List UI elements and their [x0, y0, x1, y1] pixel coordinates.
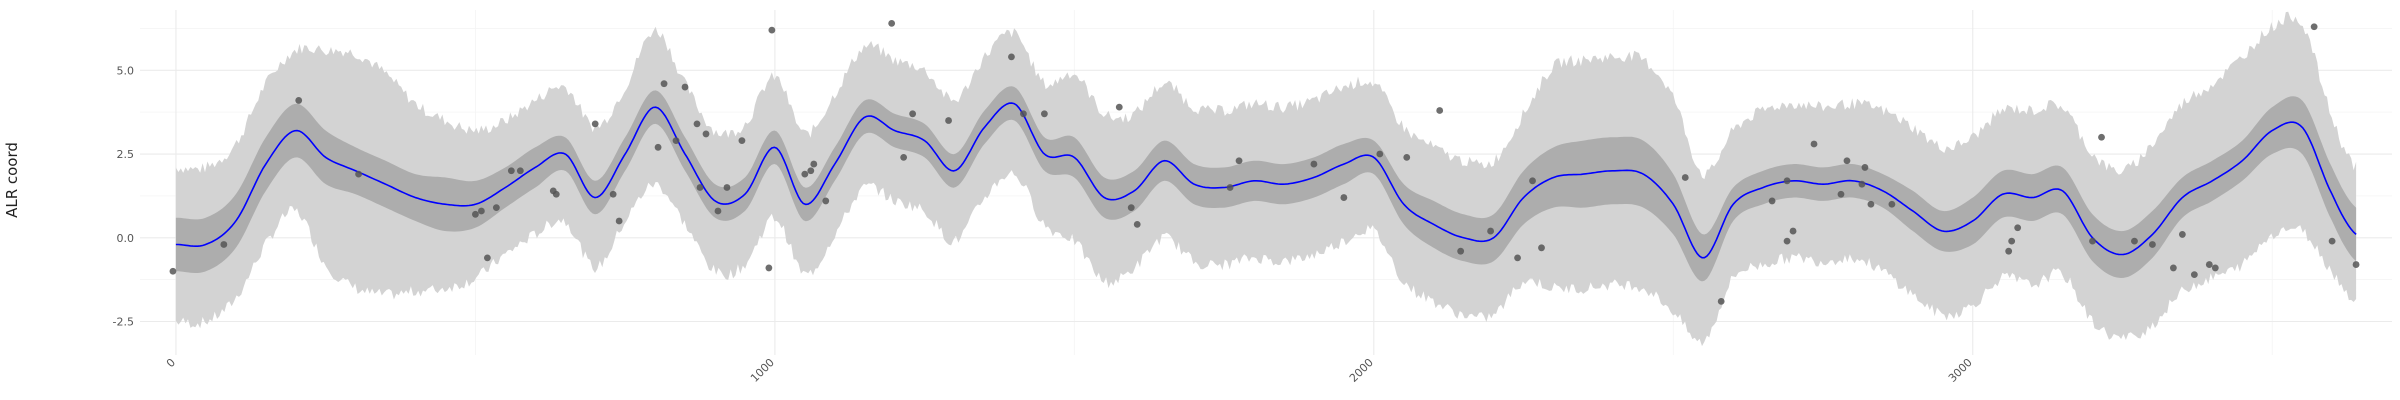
data-point: [477, 207, 485, 215]
data-point: [516, 167, 524, 175]
data-point: [295, 97, 303, 104]
data-point: [945, 117, 952, 124]
data-point: [1538, 244, 1545, 252]
data-point: [723, 184, 731, 191]
data-point: [714, 207, 722, 215]
data-point: [1487, 227, 1495, 235]
data-point: [2205, 261, 2213, 268]
data-point: [1861, 164, 1869, 171]
data-point: [1810, 140, 1818, 148]
data-point: [768, 26, 776, 34]
data-point: [2328, 237, 2336, 245]
data-point: [2169, 264, 2177, 272]
y-axis-title: ALR coord: [3, 142, 21, 218]
y-tick-label: 5.0: [117, 64, 135, 77]
data-point: [1310, 160, 1318, 168]
data-point: [909, 110, 917, 118]
data-point: [1783, 177, 1791, 185]
data-point: [492, 204, 500, 212]
data-point: [2098, 133, 2105, 141]
data-point: [765, 264, 773, 272]
data-point: [1008, 53, 1015, 61]
data-point: [654, 143, 662, 151]
data-point: [660, 80, 668, 88]
data-point: [2131, 237, 2138, 245]
data-point: [2178, 231, 2186, 238]
data-point: [801, 170, 809, 178]
data-point: [1789, 227, 1797, 235]
data-point: [696, 184, 704, 191]
data-point: [2089, 237, 2096, 245]
data-point: [220, 241, 228, 248]
data-point: [2211, 264, 2219, 272]
data-point: [169, 267, 177, 275]
data-point: [1837, 190, 1845, 198]
data-point: [1681, 174, 1689, 181]
data-point: [693, 120, 701, 128]
data-point: [2014, 224, 2022, 232]
data-point: [738, 137, 746, 145]
mean-line: [175, 102, 2357, 259]
data-point: [2352, 261, 2360, 268]
data-point: [609, 190, 617, 198]
data-point: [2310, 23, 2318, 31]
data-point: [681, 83, 689, 91]
data-point: [2190, 271, 2198, 279]
data-point: [1858, 180, 1866, 188]
data-point: [1403, 153, 1411, 161]
y-tick-label: 0.0: [117, 232, 135, 245]
x-tick-label: 1000: [748, 356, 777, 385]
data-point: [672, 137, 680, 145]
x-tick-label: 3000: [1946, 356, 1975, 385]
y-tick-labels: -2.5 0.0 2.5 5.0: [113, 64, 134, 328]
data-point: [1115, 103, 1123, 111]
data-point: [1457, 247, 1465, 255]
y-tick-label: 2.5: [117, 148, 135, 161]
data-point: [702, 130, 710, 138]
data-point: [900, 153, 908, 161]
data-point: [1376, 150, 1384, 158]
data-point: [472, 210, 479, 218]
data-point: [1717, 298, 1725, 305]
data-point: [2005, 247, 2013, 255]
data-point: [1020, 110, 1027, 118]
data-point: [2008, 237, 2016, 245]
data-point: [1226, 184, 1234, 191]
data-point: [1133, 220, 1141, 228]
data-point: [1529, 177, 1536, 185]
x-tick-label: 0: [164, 356, 178, 370]
data-point: [1127, 204, 1135, 212]
data-point: [355, 170, 363, 178]
x-tick-labels: 0 1000 2000 3000: [164, 356, 1975, 385]
data-point: [1843, 157, 1851, 165]
data-point: [507, 167, 515, 175]
y-tick-label: -2.5: [113, 316, 134, 329]
data-point: [807, 167, 815, 175]
data-point: [810, 160, 818, 168]
data-point: [822, 197, 830, 205]
data-point: [1514, 254, 1521, 262]
data-point: [591, 120, 599, 128]
data-point: [1888, 200, 1896, 208]
data-points: [169, 19, 2360, 305]
data-point: [1867, 200, 1875, 208]
data-point: [1783, 237, 1791, 245]
data-point: [2149, 241, 2156, 248]
data-point: [1768, 197, 1776, 205]
data-point: [888, 19, 896, 27]
data-point: [1436, 107, 1444, 114]
data-point: [1040, 110, 1048, 118]
data-point: [615, 217, 623, 225]
data-point: [1340, 194, 1348, 201]
data-point: [552, 190, 560, 198]
data-point: [1235, 157, 1243, 165]
inner-confidence-band: [175, 86, 2357, 282]
x-tick-label: 2000: [1347, 356, 1376, 385]
data-point: [483, 254, 491, 262]
